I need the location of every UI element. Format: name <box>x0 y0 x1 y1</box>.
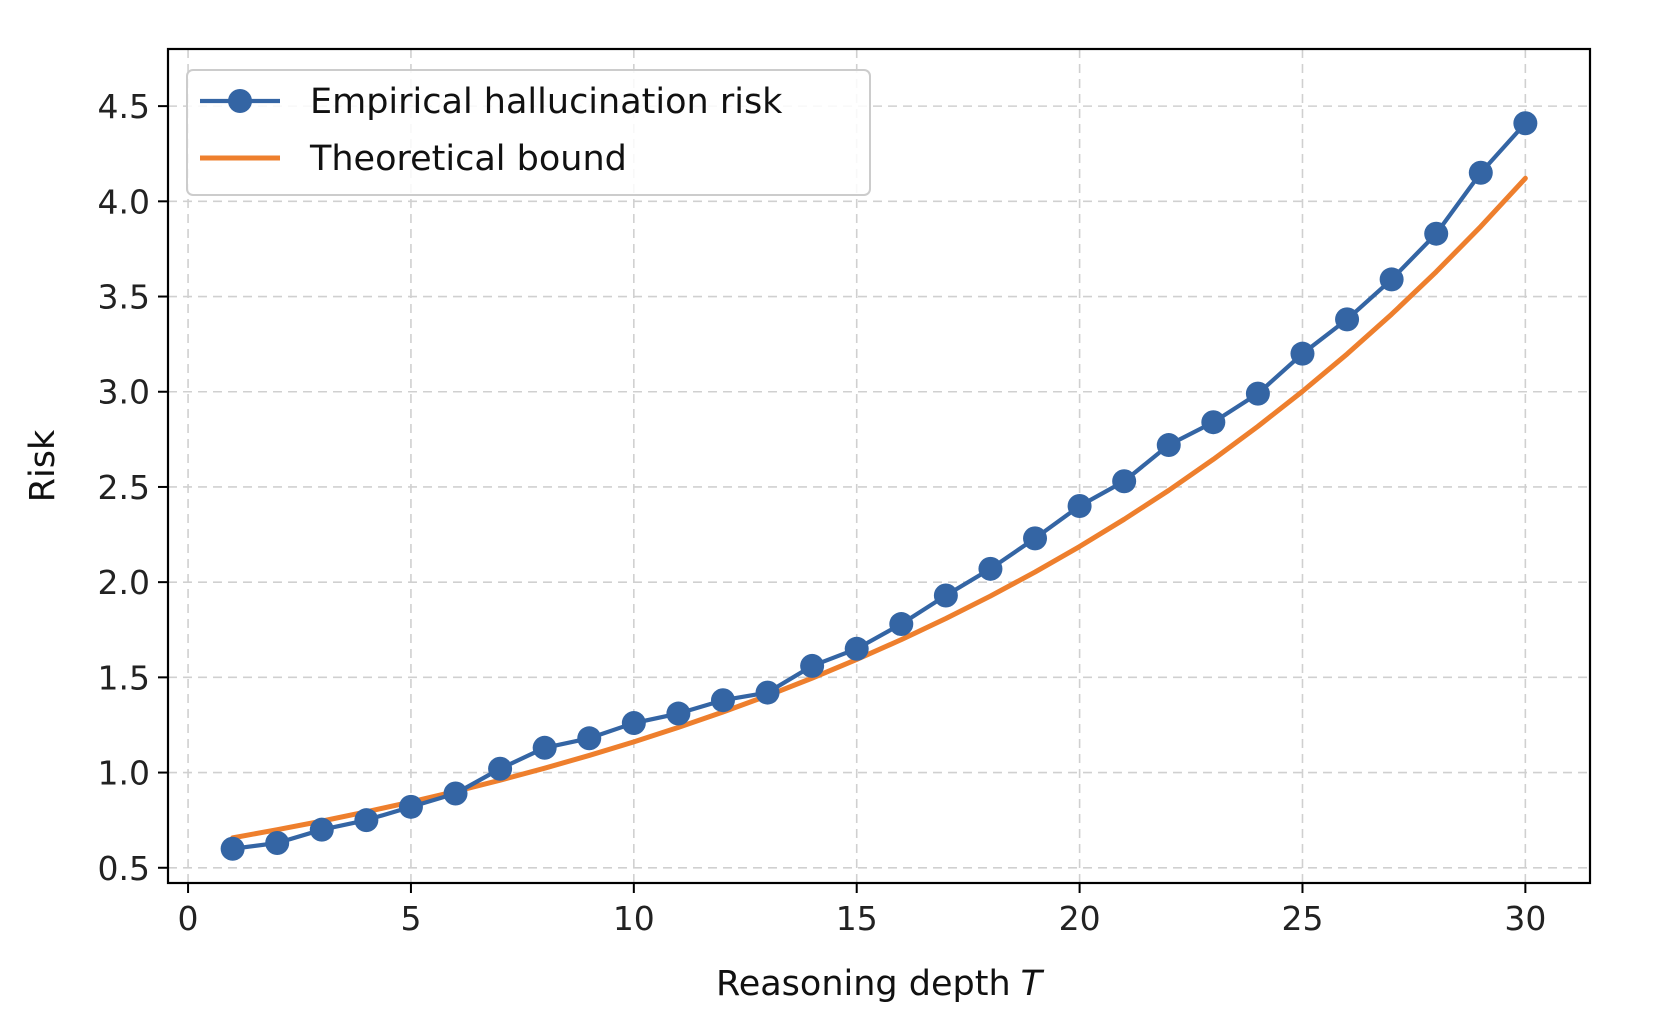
empirical-risk-point <box>488 756 513 781</box>
empirical-risk-point <box>1513 111 1538 136</box>
x-tick-label: 5 <box>400 899 421 938</box>
x-tick-label: 15 <box>836 899 878 938</box>
legend-label-empirical: Empirical hallucination risk <box>310 82 783 122</box>
empirical-risk-point <box>1156 433 1181 458</box>
empirical-risk-point <box>1468 160 1493 185</box>
empirical-risk-point <box>889 612 914 637</box>
empirical-risk-point <box>1335 307 1360 332</box>
empirical-risk-point <box>1112 469 1137 494</box>
x-axis-label-variable: T <box>1021 964 1045 1004</box>
x-tick-label: 20 <box>1059 899 1101 938</box>
y-tick-label: 1.0 <box>98 754 150 793</box>
x-axis-label: Reasoning depth T <box>716 964 1045 1004</box>
legend-box <box>186 69 871 196</box>
x-tick-label: 30 <box>1504 899 1546 938</box>
y-tick-label: 4.0 <box>98 182 150 221</box>
empirical-risk-point <box>309 817 334 842</box>
empirical-risk-point <box>666 701 691 726</box>
empirical-risk-point <box>532 735 557 760</box>
x-tick-label: 10 <box>613 899 655 938</box>
y-tick-label: 3.5 <box>98 278 150 317</box>
empirical-risk-point <box>1245 381 1270 406</box>
empirical-risk-point <box>755 680 780 705</box>
empirical-risk-point <box>577 726 602 751</box>
y-axis-label: Risk <box>23 429 63 502</box>
x-tick-label: 25 <box>1281 899 1323 938</box>
series-empirical-hallucination-risk <box>220 111 1538 861</box>
y-tick-label: 2.5 <box>98 468 150 507</box>
legend-marker-empirical <box>228 89 252 113</box>
empirical-risk-point <box>800 653 825 678</box>
empirical-risk-point <box>1290 341 1315 366</box>
legend-label-bound: Theoretical bound <box>309 139 627 179</box>
empirical-risk-point <box>710 688 735 713</box>
empirical-risk-point <box>1379 267 1404 292</box>
y-tick-label: 0.5 <box>98 849 150 888</box>
y-tick-label: 4.5 <box>98 87 150 126</box>
empirical-risk-point <box>1424 221 1449 246</box>
empirical-risk-point <box>354 808 379 833</box>
empirical-risk-point <box>1067 493 1092 518</box>
empirical-risk-point <box>443 781 468 806</box>
empirical-risk-point <box>933 583 958 608</box>
axis-ticks: 0 5 10 15 20 25 30 0.5 1.0 1.5 2.0 2.5 3.0 3.5 4.0 4.5 <box>98 87 1547 938</box>
y-tick-label: 1.5 <box>98 658 150 697</box>
empirical-risk-point <box>978 556 1003 581</box>
empirical-risk-point <box>398 794 423 819</box>
empirical-risk-point <box>844 636 869 661</box>
x-tick-label: 0 <box>178 899 199 938</box>
x-axis-label-text: Reasoning depth <box>716 964 1011 1004</box>
y-tick-label: 3.0 <box>98 373 150 412</box>
plot-area-frame <box>166 47 1592 885</box>
empirical-risk-point <box>265 831 290 856</box>
empirical-risk-point <box>220 836 245 861</box>
y-tick-label: 2.0 <box>98 563 150 602</box>
empirical-risk-point <box>621 711 646 736</box>
empirical-risk-point <box>1201 410 1226 435</box>
empirical-risk-point <box>1023 526 1048 551</box>
legend: Empirical hallucination risk Theoretical… <box>186 69 871 196</box>
